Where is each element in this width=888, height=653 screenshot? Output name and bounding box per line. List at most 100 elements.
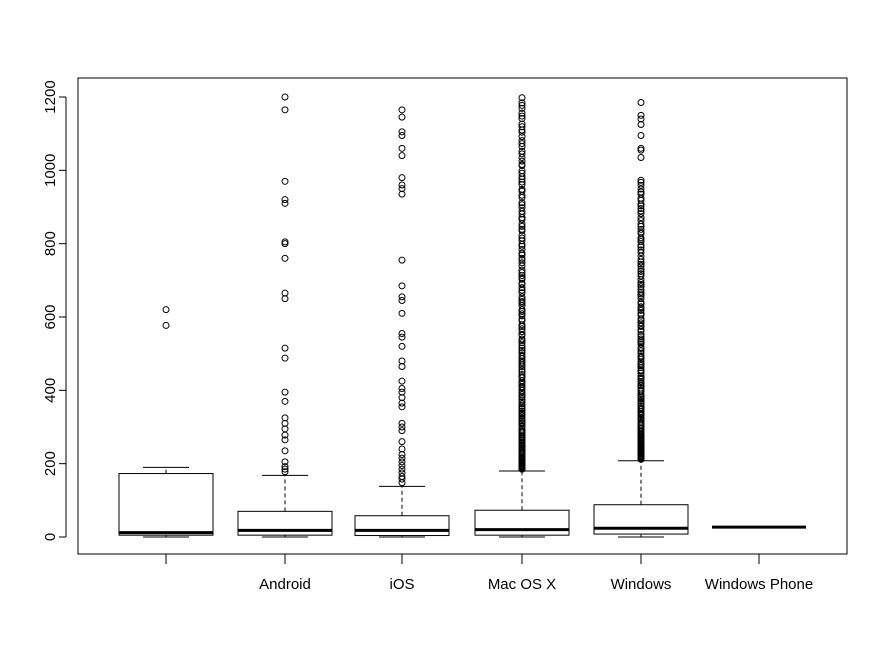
outlier-point: [637, 335, 645, 343]
outlier-point: [281, 240, 289, 248]
outlier-point: [518, 249, 526, 257]
outlier-point: [518, 199, 526, 207]
outlier-point: [398, 333, 406, 341]
outlier-point: [518, 246, 526, 254]
outlier-point: [518, 201, 526, 209]
outlier-point: [398, 473, 406, 480]
box-iqr: [354, 515, 450, 537]
outlier-point: [398, 427, 406, 435]
outlier-point: [637, 347, 645, 355]
outlier-point: [281, 354, 289, 362]
outlier-point: [518, 207, 526, 215]
outlier-point: [637, 270, 645, 278]
box-iqr: [474, 509, 570, 536]
outlier-point: [637, 398, 645, 406]
box-group: [593, 99, 689, 538]
y-tick-label: 1200: [42, 80, 59, 113]
outlier-point: [637, 207, 645, 215]
outlier-point: [518, 373, 526, 381]
outlier-point: [281, 447, 289, 455]
y-tick-label: 200: [42, 451, 59, 476]
box-group: [354, 106, 450, 538]
outlier-point: [518, 112, 526, 120]
outlier-point: [398, 330, 406, 337]
outlier-point: [637, 146, 645, 154]
outlier-point: [637, 262, 645, 270]
outlier-point: [281, 344, 289, 352]
outlier-point: [518, 150, 526, 158]
outlier-point: [637, 185, 645, 193]
x-axis-ticks: Android iOS Mac OS X Windows Windows Phone: [165, 554, 813, 593]
outlier-point: [398, 132, 406, 139]
outlier-point: [518, 346, 526, 354]
outlier-point: [518, 325, 526, 333]
outlier-point: [398, 419, 406, 427]
outlier-point: [637, 402, 645, 410]
outlier-point: [398, 465, 406, 473]
outlier-point: [637, 384, 645, 392]
outlier-point: [398, 128, 406, 136]
outlier-point: [281, 463, 289, 471]
outlier-point: [398, 144, 406, 152]
y-axis-ticks: 0 200 400 600 800 1000 1200: [42, 80, 66, 541]
outlier-point: [398, 185, 406, 193]
x-category-label: Mac OS X: [488, 576, 556, 593]
outlier-point: [637, 374, 645, 382]
outlier-point: [518, 94, 526, 102]
outlier-point: [637, 306, 645, 314]
outlier-point: [637, 260, 645, 268]
outlier-point: [518, 157, 526, 165]
outlier-point: [518, 335, 526, 343]
outlier-point: [518, 371, 526, 379]
outlier-point: [637, 255, 645, 263]
outlier-point: [398, 106, 406, 114]
outlier-point: [518, 349, 526, 357]
outlier-point: [637, 352, 645, 360]
outlier-point: [637, 246, 645, 254]
outlier-point: [281, 414, 289, 422]
x-category-label: iOS: [389, 576, 414, 593]
outlier-point: [518, 400, 526, 408]
outlier-point: [637, 272, 645, 280]
outlier-point: [637, 188, 645, 196]
outlier-point: [637, 319, 645, 327]
outlier-point: [518, 342, 526, 350]
outlier-point: [398, 293, 406, 301]
outlier-point: [398, 377, 406, 385]
outlier-point: [281, 199, 289, 207]
outlier-point: [637, 286, 645, 293]
outlier-point: [518, 99, 526, 107]
outlier-point: [281, 436, 289, 444]
outlier-point: [398, 469, 406, 477]
outlier-point: [637, 178, 645, 186]
outlier-point: [518, 398, 526, 406]
x-category-label: Android: [259, 576, 311, 593]
outlier-point: [637, 290, 645, 298]
outlier-point: [518, 160, 526, 168]
outlier-point: [637, 397, 645, 405]
outlier-point: [398, 438, 406, 446]
outlier-point: [398, 445, 406, 453]
outlier-point: [162, 306, 170, 314]
outlier-point: [637, 154, 645, 161]
outlier-point: [518, 109, 526, 117]
outlier-point: [518, 339, 526, 347]
outlier-point: [637, 190, 645, 198]
outlier-point: [398, 174, 406, 182]
outlier-point: [518, 101, 526, 109]
x-category-label: Windows Phone: [705, 576, 813, 593]
y-tick-label: 400: [42, 378, 59, 403]
outlier-point: [518, 310, 526, 318]
outlier-point: [281, 388, 289, 396]
outlier-point: [398, 113, 406, 121]
outlier-point: [637, 325, 645, 333]
outlier-point: [398, 309, 406, 317]
outlier-point: [637, 132, 645, 139]
outlier-point: [398, 357, 406, 365]
outlier-point: [518, 274, 526, 282]
outlier-point: [637, 311, 645, 319]
outlier-point: [637, 331, 645, 339]
outlier-point: [637, 303, 645, 311]
outlier-point: [518, 328, 526, 336]
outlier-point: [281, 196, 289, 204]
